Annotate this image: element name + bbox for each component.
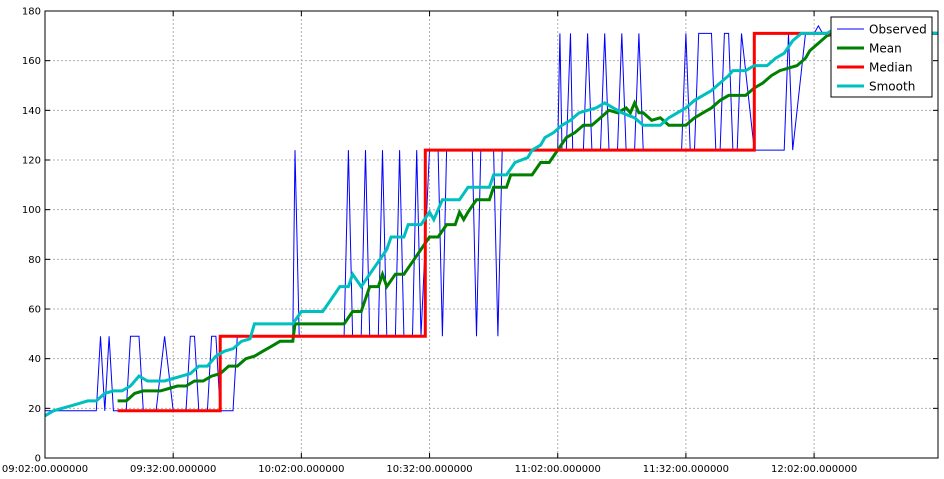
y-tick-label: 160: [22, 56, 41, 67]
legend-label-mean: Mean: [869, 42, 902, 56]
legend-label-median: Median: [869, 61, 913, 75]
y-tick-label: 100: [22, 205, 41, 216]
y-tick-label: 0: [35, 454, 41, 465]
x-tick-label: 10:32:00.000000: [386, 464, 472, 475]
plot-background: [45, 11, 938, 458]
series-line-mean: [117, 31, 938, 403]
x-tick-label: 11:02:00.000000: [515, 464, 601, 475]
y-tick-label: 140: [22, 106, 41, 117]
x-tick-label: 12:02:00.000000: [771, 464, 857, 475]
y-tick-label: 40: [28, 354, 41, 365]
axes: 0 20 40 60 80 100 120 140 160 180 09:02:00.000000 0…: [2, 7, 938, 475]
y-tick-label: 60: [28, 305, 41, 316]
series-line-median: [117, 31, 938, 413]
legend-box: [830, 16, 933, 98]
plot-frame: [44, 10, 939, 459]
legend: Observed Mean Median Smooth: [830, 16, 933, 98]
x-tick-label: 09:02:00.000000: [2, 464, 88, 475]
x-tick-label: 10:02:00.000000: [258, 464, 344, 475]
series-line-smooth: [44, 26, 939, 418]
series-line-observed: [45, 24, 938, 412]
x-tick-label: 09:32:00.000000: [130, 464, 216, 475]
y-tick-label: 80: [28, 255, 41, 266]
y-tick-label: 180: [22, 7, 41, 18]
x-tick-label: 11:32:00.000000: [643, 464, 729, 475]
legend-label-observed: Observed: [869, 23, 927, 37]
y-tick-label: 120: [22, 156, 41, 167]
y-tick-label: 20: [28, 404, 41, 415]
legend-label-smooth: Smooth: [869, 80, 915, 94]
series-layer: [44, 24, 939, 418]
